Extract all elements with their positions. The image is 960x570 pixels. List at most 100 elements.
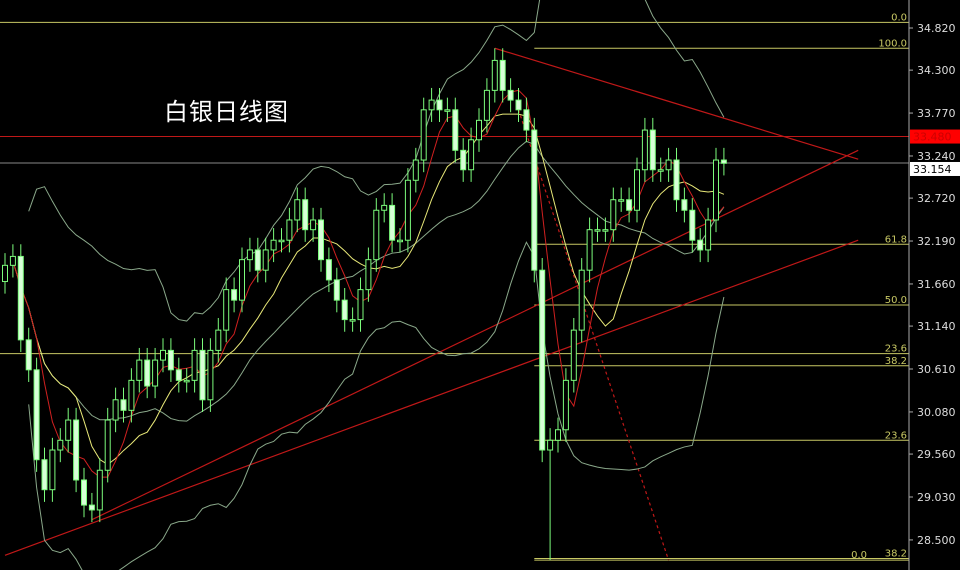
candle-body bbox=[318, 219, 324, 261]
candle-body bbox=[120, 399, 127, 411]
candle-body bbox=[349, 319, 356, 322]
candle-body bbox=[65, 419, 72, 441]
candle-body bbox=[167, 349, 174, 371]
price-axis-label: 34.300 bbox=[917, 64, 956, 77]
candle-body bbox=[136, 359, 143, 381]
candle-body bbox=[17, 255, 24, 341]
candle-body bbox=[483, 89, 490, 121]
candle-body bbox=[476, 119, 482, 141]
candle-body bbox=[104, 419, 111, 471]
candle-body bbox=[286, 219, 293, 241]
resistance-price-tag: 33.480 bbox=[913, 131, 952, 144]
candle-body bbox=[468, 139, 475, 171]
candle-body bbox=[531, 129, 538, 271]
price-axis-label: 33.770 bbox=[917, 107, 956, 120]
candle-body bbox=[152, 359, 159, 387]
candle-body bbox=[246, 249, 253, 261]
candle-body bbox=[547, 439, 554, 451]
candle-body bbox=[81, 479, 87, 506]
fib-level-label: 38.2 bbox=[885, 549, 907, 560]
candle-body bbox=[207, 349, 214, 401]
candle-body bbox=[657, 169, 664, 172]
candle-body bbox=[681, 199, 688, 211]
candle-body bbox=[183, 379, 190, 383]
candle-body bbox=[602, 229, 609, 232]
trendline bbox=[494, 47, 859, 160]
fib-level-label: 23.6 bbox=[885, 344, 907, 355]
current-price-tag-bg bbox=[910, 161, 960, 176]
candle-body bbox=[610, 199, 617, 231]
candle-body bbox=[499, 59, 506, 91]
price-axis-label: 29.030 bbox=[917, 491, 956, 504]
trendline bbox=[91, 149, 859, 521]
price-axis-label: 34.820 bbox=[917, 22, 956, 35]
candle-body bbox=[460, 149, 467, 171]
candle-body bbox=[689, 209, 696, 241]
bollinger-middle bbox=[28, 140, 725, 422]
candle-body bbox=[705, 219, 712, 251]
fib-level-label: 100.0 bbox=[878, 38, 907, 49]
candle-body bbox=[57, 439, 64, 451]
candle-body bbox=[539, 269, 546, 451]
candle-body bbox=[713, 159, 719, 221]
bollinger-upper bbox=[28, 0, 725, 322]
candle-body bbox=[523, 109, 530, 131]
candle-body bbox=[618, 199, 625, 202]
fib-level-label: 0.0 bbox=[891, 12, 907, 23]
candle-body bbox=[578, 269, 585, 331]
candle-body bbox=[357, 289, 364, 321]
candle-body bbox=[175, 369, 182, 381]
candle-body bbox=[144, 359, 151, 387]
candle-body bbox=[428, 99, 435, 111]
candle-body bbox=[697, 239, 704, 251]
candle-body bbox=[223, 289, 230, 331]
price-axis-label: 32.720 bbox=[917, 192, 956, 205]
candle-body bbox=[41, 459, 48, 491]
candle-body bbox=[33, 369, 40, 461]
candle-body bbox=[649, 129, 656, 171]
candle-body bbox=[25, 339, 32, 371]
candle-body bbox=[381, 204, 388, 211]
candle-body bbox=[570, 329, 577, 381]
fib-level-label: 23.6 bbox=[885, 430, 907, 441]
price-axis-label: 33.240 bbox=[917, 150, 956, 163]
candle-body bbox=[49, 449, 56, 491]
price-axis-label: 30.080 bbox=[917, 406, 956, 419]
fib-level-label: 61.8 bbox=[885, 234, 907, 245]
candle-body bbox=[262, 249, 269, 271]
candle-body bbox=[507, 89, 514, 101]
candle-body bbox=[720, 159, 727, 164]
trendline bbox=[4, 239, 859, 556]
candle-body bbox=[373, 209, 380, 261]
candle-body bbox=[389, 204, 396, 241]
chart-title: 白银日线图 bbox=[164, 98, 289, 126]
candle-body bbox=[404, 179, 411, 241]
price-axis-label: 31.140 bbox=[917, 320, 956, 333]
candle-body bbox=[239, 259, 245, 301]
candle-body bbox=[436, 99, 443, 111]
candle-body bbox=[333, 279, 340, 301]
candle-body bbox=[491, 59, 498, 91]
candle-body bbox=[278, 239, 285, 243]
candle-body bbox=[673, 159, 680, 201]
candle-body bbox=[294, 199, 301, 221]
candle-body bbox=[231, 289, 238, 301]
candle-body bbox=[444, 109, 451, 112]
candle-body bbox=[586, 229, 593, 271]
candle-body bbox=[452, 109, 459, 151]
trendline bbox=[517, 109, 670, 561]
candle-body bbox=[254, 249, 261, 271]
candle-body bbox=[199, 349, 206, 401]
candle-body bbox=[191, 349, 198, 381]
price-axis-label: 28.500 bbox=[917, 534, 956, 547]
candle-body bbox=[341, 299, 348, 321]
candle-body bbox=[96, 469, 103, 511]
bollinger-lower bbox=[28, 241, 725, 570]
price-axis-label: 29.560 bbox=[917, 448, 956, 461]
candle-body bbox=[88, 504, 95, 511]
candle-body bbox=[160, 349, 166, 361]
fib-level-label: 38.2 bbox=[885, 356, 907, 367]
fib-level-label: 0.0 bbox=[851, 550, 867, 561]
